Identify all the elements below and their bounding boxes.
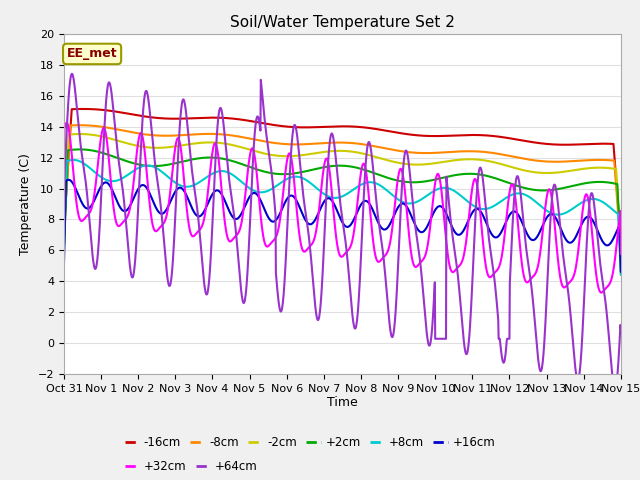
+8cm	[428, 189, 436, 195]
-2cm	[279, 153, 287, 159]
+8cm	[69, 157, 77, 163]
+32cm	[292, 203, 300, 209]
+16cm	[617, 269, 625, 275]
-2cm	[60, 232, 68, 238]
+8cm	[568, 206, 575, 212]
+16cm	[428, 213, 436, 219]
Line: +8cm: +8cm	[64, 160, 621, 275]
-2cm	[184, 142, 191, 147]
Y-axis label: Temperature (C): Temperature (C)	[19, 153, 32, 255]
-2cm	[428, 161, 436, 167]
+2cm	[568, 183, 575, 189]
-8cm	[279, 141, 287, 147]
+32cm	[60, 199, 68, 204]
-16cm	[428, 133, 436, 139]
-16cm	[520, 138, 527, 144]
Line: -8cm: -8cm	[64, 125, 621, 250]
+64cm	[611, 385, 619, 391]
-8cm	[520, 156, 527, 162]
-16cm	[184, 116, 191, 121]
+16cm	[184, 194, 191, 200]
+64cm	[568, 324, 575, 330]
Line: +2cm: +2cm	[64, 149, 621, 256]
-16cm	[568, 142, 575, 147]
-8cm	[60, 228, 68, 234]
Line: +32cm: +32cm	[64, 123, 621, 293]
-2cm	[520, 168, 527, 173]
Title: Soil/Water Temperature Set 2: Soil/Water Temperature Set 2	[230, 15, 455, 30]
+32cm	[617, 251, 625, 257]
-8cm	[76, 122, 83, 128]
+16cm	[65, 177, 72, 183]
+64cm	[60, 235, 68, 240]
+64cm	[292, 128, 300, 133]
+2cm	[279, 171, 287, 177]
-8cm	[428, 150, 436, 156]
+16cm	[279, 204, 287, 210]
+64cm	[520, 223, 527, 229]
-16cm	[617, 236, 625, 241]
-8cm	[568, 158, 575, 164]
-16cm	[292, 124, 300, 130]
+64cm	[184, 122, 191, 128]
+32cm	[428, 206, 436, 212]
+64cm	[428, 326, 436, 332]
+2cm	[520, 185, 527, 191]
+32cm	[63, 120, 70, 126]
-8cm	[617, 247, 625, 252]
Text: EE_met: EE_met	[67, 48, 117, 60]
+64cm	[279, 300, 287, 306]
+32cm	[568, 277, 575, 283]
-16cm	[60, 224, 68, 229]
-2cm	[568, 168, 575, 173]
-8cm	[292, 142, 300, 147]
Legend: -16cm, -8cm, -2cm, +2cm, +8cm, +16cm: -16cm, -8cm, -2cm, +2cm, +8cm, +16cm	[120, 431, 500, 454]
-16cm	[79, 106, 87, 112]
+8cm	[184, 184, 191, 190]
Line: -16cm: -16cm	[64, 109, 621, 239]
-2cm	[617, 250, 625, 256]
+2cm	[617, 253, 625, 259]
+32cm	[279, 193, 287, 199]
-8cm	[184, 132, 191, 138]
-2cm	[292, 153, 300, 159]
+8cm	[617, 272, 625, 278]
+32cm	[184, 211, 191, 217]
+8cm	[279, 179, 287, 184]
X-axis label: Time: Time	[327, 396, 358, 408]
+8cm	[520, 192, 527, 197]
+32cm	[520, 273, 527, 278]
+2cm	[76, 146, 84, 152]
+64cm	[617, 325, 625, 331]
+2cm	[292, 170, 300, 176]
Line: +64cm: +64cm	[64, 74, 621, 388]
+8cm	[60, 244, 68, 250]
+16cm	[568, 240, 575, 245]
+8cm	[292, 174, 300, 180]
+16cm	[60, 260, 68, 265]
-2cm	[76, 131, 84, 137]
+2cm	[60, 244, 68, 250]
+2cm	[184, 157, 191, 163]
+32cm	[598, 290, 605, 296]
+16cm	[520, 224, 527, 229]
+2cm	[428, 177, 436, 183]
Line: -2cm: -2cm	[64, 134, 621, 253]
Line: +16cm: +16cm	[64, 180, 621, 272]
+16cm	[292, 198, 300, 204]
-16cm	[279, 123, 287, 129]
+64cm	[68, 71, 76, 77]
